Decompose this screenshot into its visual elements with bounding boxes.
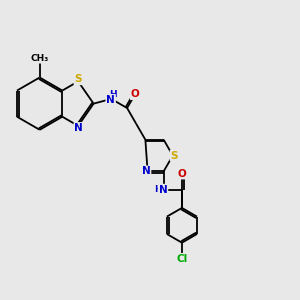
Text: O: O (131, 89, 140, 99)
Text: O: O (178, 169, 186, 178)
Text: H: H (110, 90, 117, 99)
Text: S: S (74, 74, 82, 84)
Text: CH₃: CH₃ (31, 54, 49, 63)
Text: N: N (106, 95, 115, 105)
Text: S: S (170, 151, 178, 160)
Text: N: N (142, 167, 151, 176)
Text: N: N (159, 184, 167, 195)
Text: H: H (154, 185, 162, 194)
Text: Cl: Cl (176, 254, 188, 264)
Text: N: N (74, 123, 83, 133)
